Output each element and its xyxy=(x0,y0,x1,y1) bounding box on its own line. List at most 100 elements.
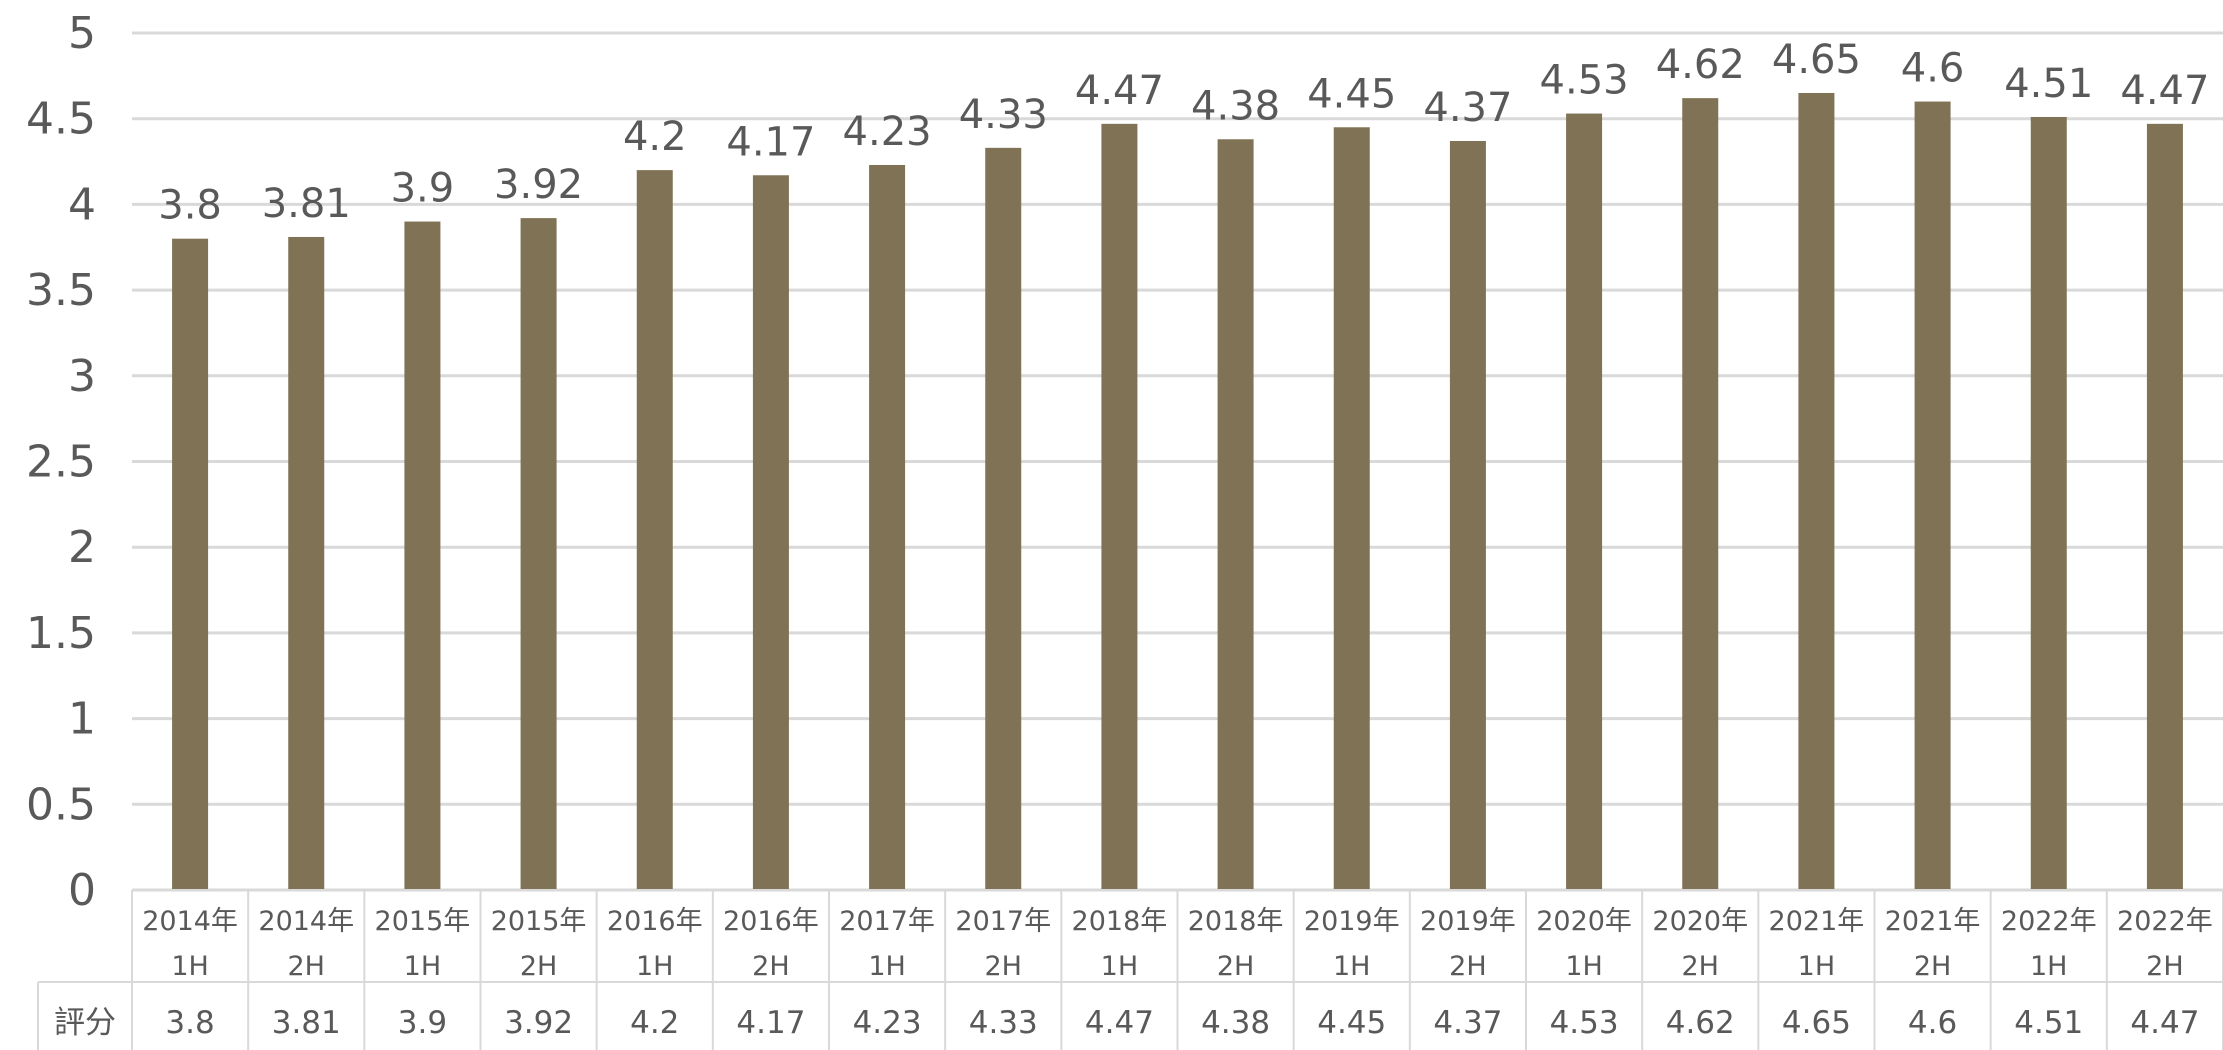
category-label: 2H xyxy=(1914,951,1951,982)
data-label: 4.38 xyxy=(1191,83,1280,129)
table-value: 4.47 xyxy=(1085,1005,1154,1041)
bar xyxy=(520,218,557,890)
table-value: 4.38 xyxy=(1201,1005,1270,1041)
category-label: 2H xyxy=(520,951,557,982)
bar xyxy=(636,170,673,890)
table-value: 3.9 xyxy=(398,1005,447,1041)
category-label: 2014年 xyxy=(142,906,238,937)
data-labels: 3.8 3.81 3.9 3.92 4.2 4.17 4.23 4.33 4.47 4.38 4.4… xyxy=(158,37,2209,229)
table-value: 4.37 xyxy=(1433,1005,1502,1041)
bar xyxy=(1914,101,1951,890)
bar xyxy=(1449,140,1486,890)
category-label: 2015年 xyxy=(375,906,471,937)
category-label: 2020年 xyxy=(1536,906,1632,937)
y-tick-label: 1 xyxy=(68,694,96,745)
category-label: 2H xyxy=(2146,951,2183,982)
bar xyxy=(2030,116,2067,890)
category-label: 2019年 xyxy=(1304,906,1400,937)
table-value: 4.45 xyxy=(1317,1005,1386,1041)
data-label: 4.37 xyxy=(1423,85,1512,131)
y-tick-label: 1.5 xyxy=(26,608,96,659)
data-label: 4.45 xyxy=(1307,71,1396,117)
category-label: 2016年 xyxy=(723,906,819,937)
y-tick-label: 0 xyxy=(68,865,96,916)
series-name: 評分 xyxy=(54,1005,116,1041)
bar xyxy=(1217,139,1254,890)
category-label: 2H xyxy=(288,951,325,982)
bar xyxy=(869,164,906,890)
table-value: 3.92 xyxy=(504,1005,573,1041)
bar xyxy=(404,221,441,891)
category-label: 1H xyxy=(2030,951,2067,982)
table-value: 4.33 xyxy=(969,1005,1038,1041)
data-label: 4.65 xyxy=(1772,37,1861,83)
y-axis: 0 0.5 1 1.5 2 2.5 3 3.5 4 4.5 5 xyxy=(26,8,96,916)
category-label: 2021年 xyxy=(1769,906,1865,937)
y-tick-label: 3 xyxy=(68,351,96,402)
category-label: 2H xyxy=(1682,951,1719,982)
category-label: 1H xyxy=(1333,951,1370,982)
data-label: 4.6 xyxy=(1901,46,1965,92)
category-label: 2H xyxy=(985,951,1022,982)
category-label: 2015年 xyxy=(491,906,587,937)
data-label: 4.47 xyxy=(2120,68,2209,114)
category-label: 1H xyxy=(404,951,441,982)
category-label: 2016年 xyxy=(607,906,703,937)
bar xyxy=(2146,123,2183,891)
bar xyxy=(1798,92,1835,891)
bar xyxy=(1333,127,1370,890)
category-label: 2014年 xyxy=(258,906,354,937)
category-label: 1H xyxy=(636,951,673,982)
table-value: 4.62 xyxy=(1666,1005,1735,1041)
data-label: 4.23 xyxy=(843,109,932,155)
data-label: 4.62 xyxy=(1656,42,1745,88)
data-table: 2014年 1H 3.8 2014年 2H 3.81 2015年 1H 3.9 2015年 2H 3.… xyxy=(37,889,2223,1050)
bar xyxy=(985,147,1022,890)
category-label: 2H xyxy=(1217,951,1254,982)
category-label: 2H xyxy=(1449,951,1486,982)
category-label: 2022年 xyxy=(2001,906,2097,937)
category-label: 2017年 xyxy=(839,906,935,937)
data-label: 4.47 xyxy=(1075,68,1164,114)
category-label: 2017年 xyxy=(955,906,1051,937)
category-label: 1H xyxy=(1101,951,1138,982)
data-label: 4.53 xyxy=(1540,58,1629,104)
data-label: 3.81 xyxy=(262,181,351,227)
data-label: 3.92 xyxy=(494,162,583,208)
y-tick-label: 4.5 xyxy=(26,94,96,145)
bar xyxy=(288,236,325,890)
table-value: 3.81 xyxy=(272,1005,341,1041)
table-value: 4.53 xyxy=(1550,1005,1619,1041)
table-value: 4.2 xyxy=(630,1005,679,1041)
bars xyxy=(172,92,2183,891)
table-value: 4.47 xyxy=(2130,1005,2199,1041)
category-label: 2022年 xyxy=(2117,906,2213,937)
bar xyxy=(1566,113,1603,891)
y-tick-label: 0.5 xyxy=(26,779,96,830)
category-label: 1H xyxy=(1565,951,1602,982)
table-value: 4.17 xyxy=(736,1005,805,1041)
data-label: 4.17 xyxy=(726,119,815,165)
category-label: 2018年 xyxy=(1072,906,1168,937)
y-tick-label: 5 xyxy=(68,8,96,59)
category-label: 2021年 xyxy=(1885,906,1981,937)
data-label: 4.51 xyxy=(2004,61,2093,107)
data-label: 3.8 xyxy=(158,183,222,229)
table-value: 4.23 xyxy=(853,1005,922,1041)
category-label: 2020年 xyxy=(1652,906,1748,937)
y-tick-label: 2.5 xyxy=(26,437,96,488)
table-value: 4.6 xyxy=(1908,1005,1957,1041)
category-label: 2018年 xyxy=(1188,906,1284,937)
gridlines xyxy=(132,31,2223,892)
category-label: 1H xyxy=(1798,951,1835,982)
table-value: 3.8 xyxy=(165,1005,214,1041)
bar xyxy=(172,238,209,890)
bar xyxy=(1101,123,1138,891)
table-value: 4.51 xyxy=(2014,1005,2083,1041)
category-label: 1H xyxy=(868,951,905,982)
category-label: 1H xyxy=(171,951,208,982)
data-label: 4.2 xyxy=(623,114,687,160)
bar xyxy=(752,175,789,891)
table-value: 4.65 xyxy=(1782,1005,1851,1041)
